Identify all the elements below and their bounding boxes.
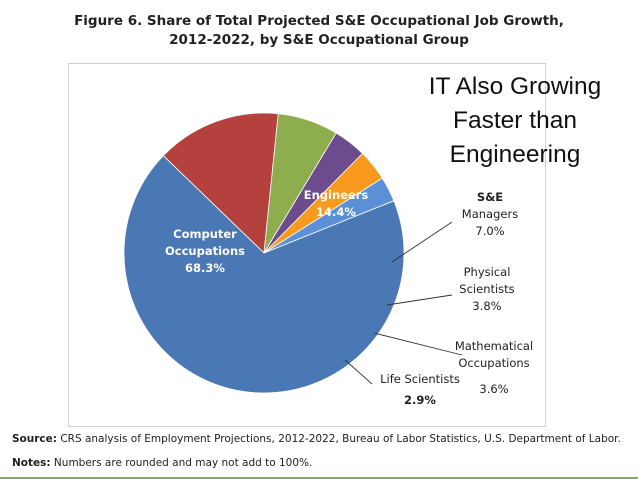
- pie-slice-computer-occupations: [123, 155, 405, 394]
- overlay-line2: Faster than: [453, 107, 577, 134]
- slice-value-computer-occupations: 68.3%: [185, 261, 225, 275]
- bottom-rule: [0, 477, 638, 479]
- leader-line-physical-scientists: [386, 294, 453, 306]
- leader-line-mathematical-occupations: [373, 332, 463, 356]
- slice-value-life-scientists: 2.9%: [404, 393, 436, 407]
- slice-label-computer-occupations: Computer Occupations: [165, 227, 245, 258]
- figure-title-line1: Figure 6. Share of Total Projected S&E O…: [74, 13, 564, 29]
- slice-value-mathematical-occupations: 3.6%: [479, 382, 508, 396]
- slice-label-engineers: Engineers: [304, 188, 369, 202]
- slice-value-physical-scientists: 3.8%: [472, 299, 501, 313]
- slice-label-mathematical-occupations: Mathematical Occupations: [455, 339, 533, 370]
- slice-label-sande-managers: S&E Managers: [462, 190, 518, 221]
- source-note: Source: CRS analysis of Employment Proje…: [12, 433, 621, 445]
- pie-slice-engineers: [162, 112, 279, 254]
- slice-label-physical-scientists: Physical Scientists: [459, 265, 514, 296]
- overlay-line1: IT Also Growing: [428, 73, 602, 100]
- notes-note: Notes: Numbers are rounded and may not a…: [12, 457, 312, 469]
- figure-title: Figure 6. Share of Total Projected S&E O…: [0, 12, 638, 50]
- source-text: CRS analysis of Employment Projections, …: [56, 433, 621, 445]
- overlay-line3: Engineering: [449, 141, 581, 168]
- notes-text: Numbers are rounded and may not add to 1…: [50, 457, 313, 469]
- slice-value-sande-managers: 7.0%: [475, 224, 504, 238]
- slice-label-life-scientists: Life Scientists: [380, 372, 460, 386]
- figure-title-line2: 2012-2022, by S&E Occupational Group: [169, 32, 469, 48]
- notes-label: Notes:: [12, 457, 51, 469]
- leader-line-life-scientists: [344, 359, 373, 385]
- source-label: Source:: [12, 433, 57, 445]
- overlay-callout: IT Also Growing Faster than Engineering: [404, 70, 626, 172]
- leader-line-sande-managers: [391, 221, 453, 263]
- slice-value-engineers: 14.4%: [316, 205, 356, 219]
